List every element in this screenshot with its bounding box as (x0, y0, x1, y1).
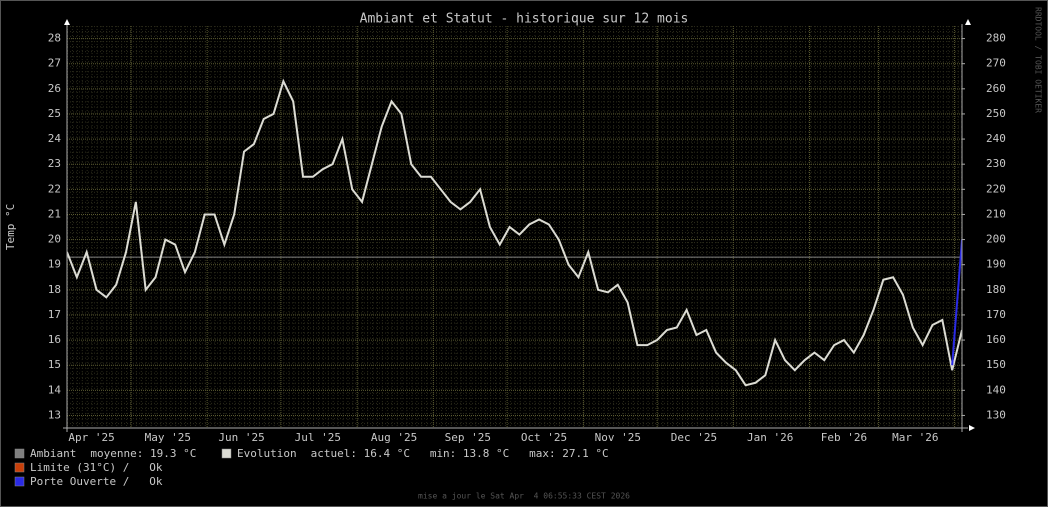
legend-label: Evolution (237, 447, 297, 460)
legend-swatch (14, 448, 25, 459)
y-tick-label: 16 (48, 333, 61, 346)
y2-tick-label: 210 (986, 207, 1006, 220)
watermark: RRDTOOL / TOBI OETIKER (1034, 7, 1043, 113)
legend-label: Porte Ouverte / Ok (30, 475, 163, 488)
y2-tick-label: 200 (986, 233, 1006, 246)
x-tick-label: Sep '25 (445, 431, 491, 444)
legend-stats: moyenne: 19.3 °C (90, 447, 196, 460)
y-tick-label: 23 (48, 157, 61, 170)
y2-tick-label: 150 (986, 358, 1006, 371)
y2-tick-label: 240 (986, 132, 1006, 145)
series-line (951, 239, 962, 366)
y2-tick-label: 180 (986, 283, 1006, 296)
x-tick-label: Mar '26 (892, 431, 938, 444)
y-tick-label: 18 (48, 283, 61, 296)
y2-tick-label: 260 (986, 82, 1006, 95)
x-tick-label: Jan '26 (747, 431, 793, 444)
y-tick-label: 14 (48, 383, 62, 396)
y2-tick-label: 220 (986, 182, 1006, 195)
x-tick-label: Jun '25 (218, 431, 264, 444)
y2-tick-label: 190 (986, 258, 1006, 271)
grid (67, 26, 962, 428)
labels: 13 14 15 16 17 18 19 20 21 22 23 24 25 26 27 28 130 140 15… (14, 32, 1006, 488)
x-tick-label: Aug '25 (371, 431, 417, 444)
y-tick-label: 17 (48, 308, 61, 321)
y2-tick-label: 140 (986, 383, 1006, 396)
x-tick-label: Nov '25 (595, 431, 641, 444)
y-tick-label: 26 (48, 82, 61, 95)
chart-title: Ambiant et Statut - historique sur 12 mo… (360, 12, 689, 27)
x-tick-label: Feb '26 (821, 431, 867, 444)
y-tick-label: 19 (48, 258, 61, 271)
legend-swatch (14, 462, 25, 473)
y2-tick-label: 280 (986, 32, 1006, 45)
minor-grid (67, 26, 962, 428)
legend-swatch (221, 448, 232, 459)
x-tick-label: Oct '25 (521, 431, 567, 444)
y2-tick-label: 250 (986, 107, 1006, 120)
y2-tick-label: 170 (986, 308, 1006, 321)
y2-tick-label: 230 (986, 157, 1006, 170)
x-tick-label: Dec '25 (671, 431, 717, 444)
y-tick-label: 22 (48, 182, 61, 195)
x-tick-label: Apr '25 (68, 431, 114, 444)
y-tick-label: 21 (48, 207, 61, 220)
legend-stats: actuel: 16.4 °C min: 13.8 °C max: 27.1 °… (311, 447, 609, 460)
x-tick-label: May '25 (145, 431, 191, 444)
y-tick-label: 15 (48, 358, 61, 371)
y-tick-label: 13 (48, 408, 61, 421)
series-line (67, 78, 962, 387)
y-tick-label: 25 (48, 107, 61, 120)
plot (67, 78, 962, 387)
y2-tick-label: 160 (986, 333, 1006, 346)
y-tick-label: 24 (48, 132, 62, 145)
y-axis-label: Temp °C (4, 204, 17, 250)
legend-label: Limite (31°C) / Ok (30, 461, 163, 474)
footer: mise a jour le Sat Apr 4 06:55:33 CEST 2… (418, 492, 630, 501)
y2-tick-label: 130 (986, 408, 1006, 421)
x-tick-label: Jul '25 (295, 431, 341, 444)
y-tick-label: 27 (48, 57, 61, 70)
legend-swatch (14, 476, 25, 487)
y-tick-label: 28 (48, 32, 61, 45)
y-tick-label: 20 (48, 233, 61, 246)
legend-label: Ambiant (30, 447, 76, 460)
y2-tick-label: 270 (986, 57, 1006, 70)
